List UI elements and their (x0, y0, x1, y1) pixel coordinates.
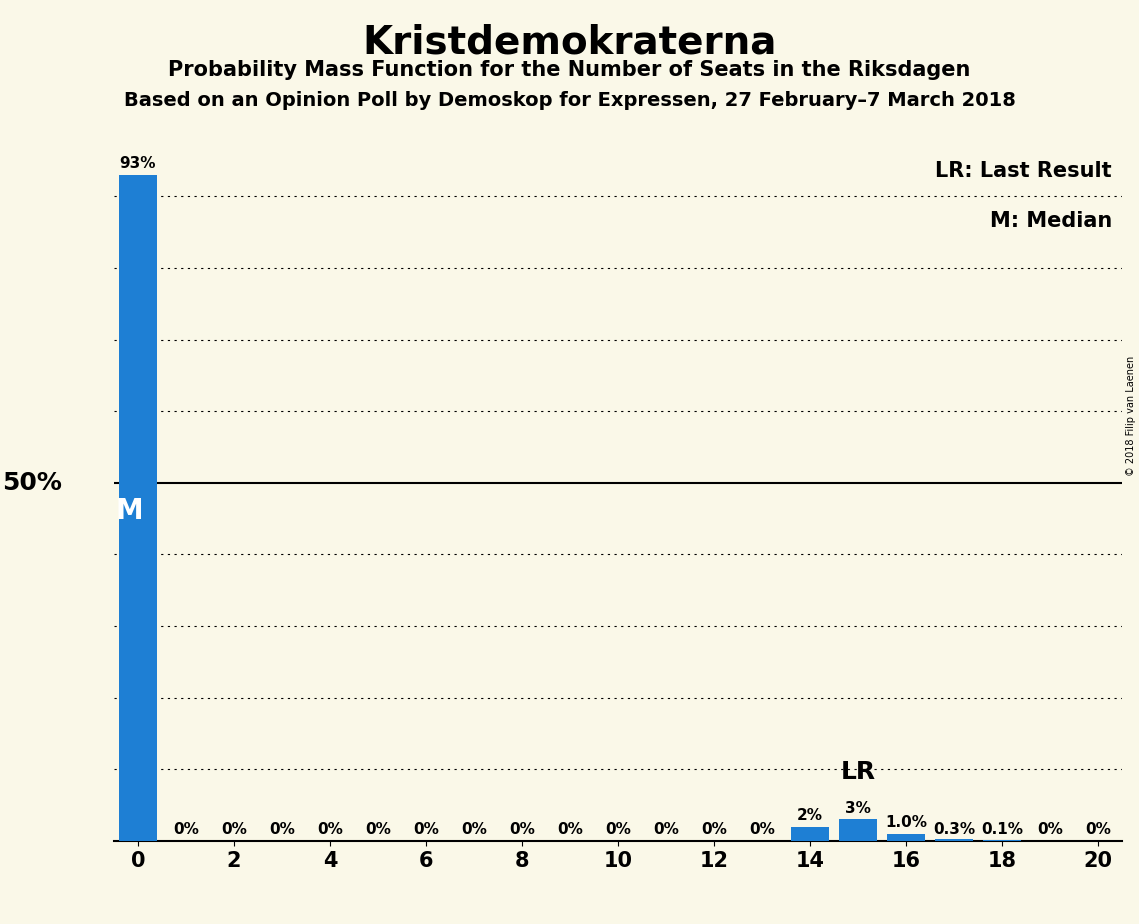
Bar (935, 839, 973, 841)
Text: Probability Mass Function for the Number of Seats in the Riksdagen: Probability Mass Function for the Number… (169, 60, 970, 80)
Text: 3%: 3% (845, 801, 871, 816)
Text: 0%: 0% (1036, 822, 1063, 837)
Bar (790, 827, 829, 841)
Bar (886, 833, 925, 841)
Text: 0%: 0% (749, 822, 775, 837)
Text: Kristdemokraterna: Kristdemokraterna (362, 23, 777, 61)
Text: 0%: 0% (605, 822, 631, 837)
Text: 0%: 0% (653, 822, 679, 837)
Text: LR: Last Result: LR: Last Result (935, 161, 1112, 180)
Text: © 2018 Filip van Laenen: © 2018 Filip van Laenen (1126, 356, 1136, 476)
Text: 0.1%: 0.1% (981, 822, 1023, 837)
Text: 0%: 0% (413, 822, 439, 837)
Text: 0%: 0% (173, 822, 199, 837)
Bar (838, 820, 877, 841)
Text: 50%: 50% (2, 471, 63, 494)
Text: 0%: 0% (509, 822, 535, 837)
Text: 0%: 0% (364, 822, 391, 837)
Text: 0%: 0% (700, 822, 727, 837)
Text: 0%: 0% (1085, 822, 1111, 837)
Bar (118, 175, 157, 841)
Text: Based on an Opinion Poll by Demoskop for Expressen, 27 February–7 March 2018: Based on an Opinion Poll by Demoskop for… (123, 91, 1016, 110)
Text: 2%: 2% (797, 808, 822, 823)
Text: LR: LR (841, 760, 876, 784)
Text: 93%: 93% (120, 156, 156, 171)
Text: 0%: 0% (269, 822, 295, 837)
Text: M: M (115, 497, 144, 526)
Text: 0.3%: 0.3% (933, 822, 975, 837)
Text: 1.0%: 1.0% (885, 815, 927, 830)
Text: 0%: 0% (557, 822, 583, 837)
Text: M: Median: M: Median (990, 211, 1112, 231)
Text: 0%: 0% (317, 822, 343, 837)
Text: 0%: 0% (461, 822, 486, 837)
Text: 0%: 0% (221, 822, 247, 837)
